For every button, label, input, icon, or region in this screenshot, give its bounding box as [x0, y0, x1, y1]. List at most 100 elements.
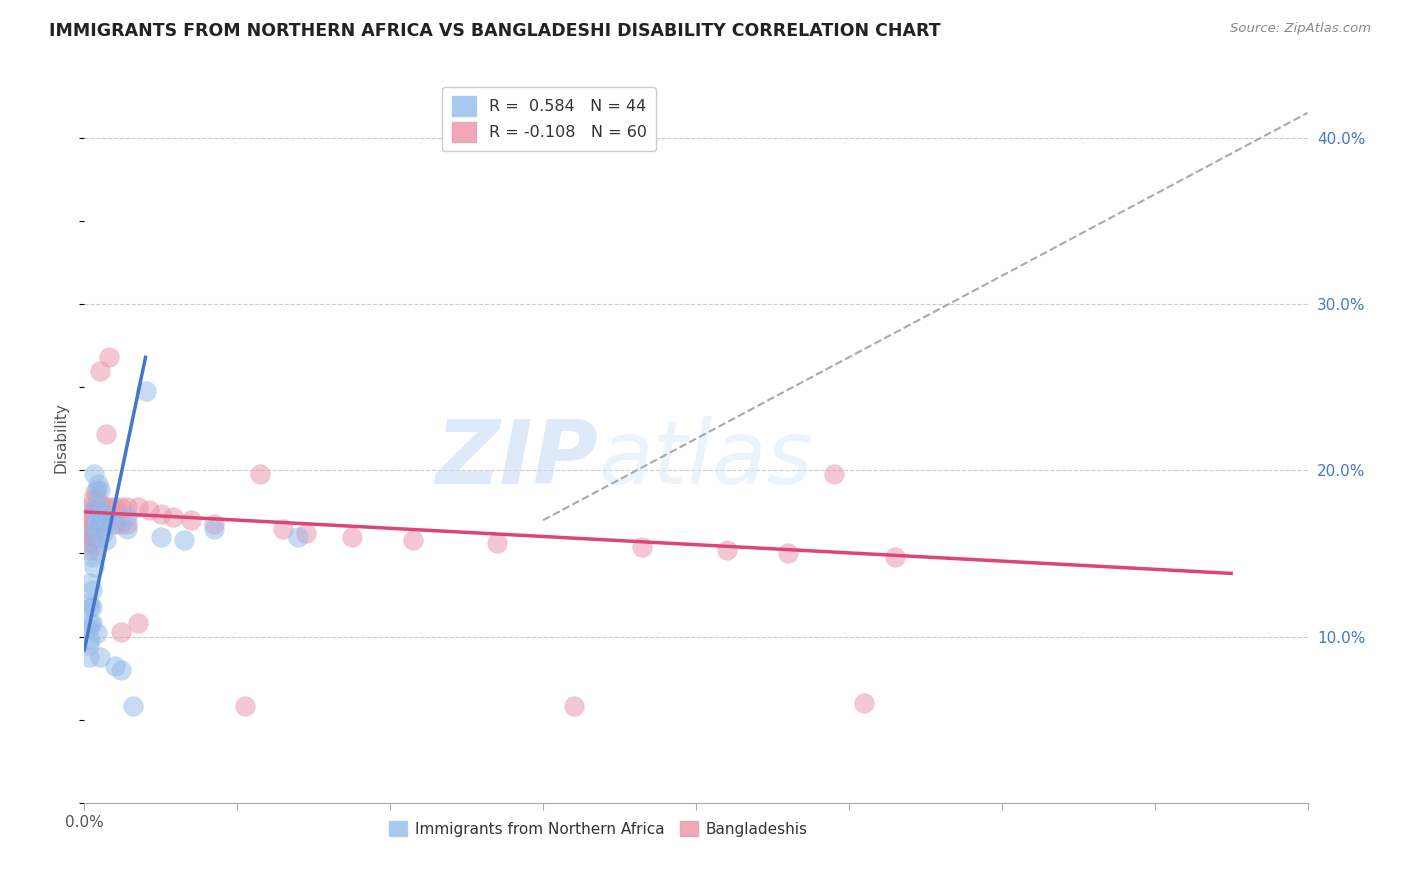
Point: [84, 533, 107, 548]
Point: [249, 467, 271, 481]
Point: [202, 516, 225, 531]
Point: [83, 526, 105, 541]
Point: [138, 503, 160, 517]
Point: [89, 363, 111, 377]
Point: [91, 526, 114, 541]
Point: [89, 509, 111, 524]
Point: [716, 543, 738, 558]
Point: [853, 696, 876, 710]
Point: [486, 536, 509, 550]
Text: ZIP: ZIP: [436, 416, 598, 502]
Point: [84, 518, 107, 533]
Point: [110, 663, 132, 677]
Point: [79, 632, 101, 647]
Point: [80, 616, 103, 631]
Point: [86, 523, 108, 537]
Point: [127, 616, 149, 631]
Point: [77, 621, 100, 635]
Point: [77, 638, 100, 652]
Point: [91, 505, 114, 519]
Point: [94, 500, 117, 514]
Text: atlas: atlas: [598, 416, 813, 502]
Point: [89, 483, 111, 498]
Point: [77, 526, 100, 541]
Point: [110, 516, 132, 531]
Point: [84, 516, 107, 531]
Point: [77, 543, 100, 558]
Point: [115, 516, 138, 531]
Point: [776, 546, 799, 560]
Point: [86, 483, 108, 498]
Point: [79, 616, 101, 631]
Point: [79, 576, 101, 591]
Point: [87, 476, 110, 491]
Point: [89, 500, 111, 514]
Point: [86, 509, 108, 524]
Point: [162, 509, 184, 524]
Point: [104, 500, 127, 514]
Point: [83, 559, 105, 574]
Point: [87, 497, 110, 511]
Point: [287, 530, 309, 544]
Point: [104, 516, 127, 531]
Point: [79, 523, 101, 537]
Point: [883, 549, 905, 564]
Point: [79, 500, 101, 514]
Point: [110, 624, 132, 639]
Point: [271, 521, 294, 535]
Point: [631, 540, 654, 554]
Point: [79, 534, 101, 549]
Point: [84, 484, 107, 499]
Point: [97, 500, 120, 514]
Point: [80, 518, 103, 533]
Point: [135, 384, 157, 398]
Point: [295, 526, 318, 541]
Legend: Immigrants from Northern Africa, Bangladeshis: Immigrants from Northern Africa, Banglad…: [382, 814, 814, 843]
Point: [149, 507, 172, 521]
Point: [80, 507, 103, 521]
Point: [80, 530, 103, 544]
Point: [77, 534, 100, 549]
Point: [87, 500, 110, 514]
Text: IMMIGRANTS FROM NORTHERN AFRICA VS BANGLADESHI DISABILITY CORRELATION CHART: IMMIGRANTS FROM NORTHERN AFRICA VS BANGL…: [49, 22, 941, 40]
Point: [80, 549, 103, 564]
Point: [83, 526, 105, 541]
Point: [173, 533, 195, 548]
Point: [94, 426, 117, 441]
Point: [86, 493, 108, 508]
Text: Source: ZipAtlas.com: Source: ZipAtlas.com: [1230, 22, 1371, 36]
Point: [94, 533, 117, 548]
Point: [79, 509, 101, 524]
Point: [562, 699, 585, 714]
Point: [80, 582, 103, 597]
Point: [83, 543, 105, 558]
Point: [77, 518, 100, 533]
Point: [97, 351, 120, 365]
Point: [83, 513, 105, 527]
Point: [87, 516, 110, 531]
Point: [84, 500, 107, 514]
Point: [97, 513, 120, 527]
Point: [402, 533, 425, 548]
Point: [80, 599, 103, 614]
Point: [149, 530, 172, 544]
Point: [127, 500, 149, 514]
Point: [115, 521, 138, 535]
Point: [340, 530, 363, 544]
Point: [83, 467, 105, 481]
Point: [180, 513, 202, 527]
Point: [89, 649, 111, 664]
Point: [122, 699, 145, 714]
Point: [86, 626, 108, 640]
Point: [77, 649, 100, 664]
Point: [83, 501, 105, 516]
Point: [77, 596, 100, 610]
Point: [823, 467, 845, 481]
Y-axis label: Disability: Disability: [53, 401, 69, 473]
Point: [86, 509, 108, 524]
Point: [80, 493, 103, 508]
Point: [233, 699, 256, 714]
Point: [104, 516, 127, 531]
Point: [115, 500, 138, 514]
Point: [94, 509, 117, 524]
